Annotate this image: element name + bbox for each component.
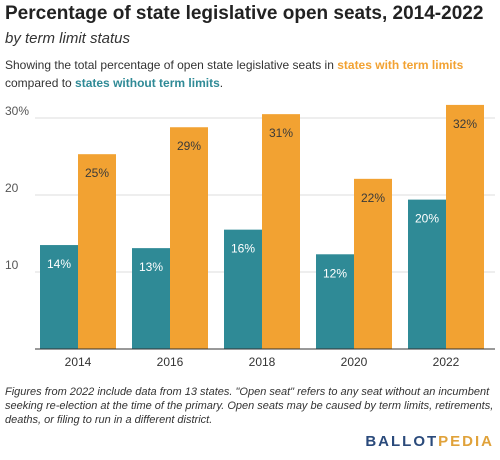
data-label: 13% xyxy=(139,260,163,274)
bar-without-term-limits xyxy=(132,248,170,349)
ballotpedia-logo: BALLOTPEDIA xyxy=(365,433,494,450)
data-label: 22% xyxy=(361,191,385,205)
x-tick-label: 2016 xyxy=(157,355,184,369)
data-label: 25% xyxy=(85,166,109,180)
legend-with-term-limits: states with term limits xyxy=(337,58,464,72)
bar-with-term-limits xyxy=(262,114,300,350)
bar-chart: 10 20 30% 14% 25% 2014 13% 29% 2016 16% 31% 2018 12%… xyxy=(5,104,495,369)
footnote: Figures from 2022 include data from 13 s… xyxy=(5,386,494,426)
data-label: 16% xyxy=(231,242,255,256)
data-label: 29% xyxy=(177,139,201,153)
data-label: 32% xyxy=(453,117,477,131)
bar-without-term-limits xyxy=(316,254,354,349)
bar-with-term-limits xyxy=(78,154,116,349)
chart-subtitle: by term limit status xyxy=(5,30,131,47)
logo-ballot: BALLOT xyxy=(365,433,439,450)
bar-without-term-limits xyxy=(40,245,78,349)
x-tick-label: 2022 xyxy=(433,355,460,369)
y-tick-label: 30% xyxy=(5,104,29,118)
desc-suffix: . xyxy=(219,76,224,90)
x-tick-label: 2014 xyxy=(65,355,92,369)
bar-with-term-limits xyxy=(446,104,484,349)
bar-without-term-limits xyxy=(408,199,446,349)
desc-middle: compared to xyxy=(5,76,76,90)
bar-with-term-limits xyxy=(170,127,208,349)
data-label: 20% xyxy=(415,212,439,226)
bar-with-term-limits xyxy=(354,178,392,349)
chart-title: Percentage of state legislative open sea… xyxy=(5,3,484,24)
data-label: 31% xyxy=(269,126,293,140)
data-label: 14% xyxy=(47,257,71,271)
x-tick-label: 2018 xyxy=(249,355,276,369)
y-tick-label: 20 xyxy=(5,181,19,195)
data-label: 12% xyxy=(323,266,347,280)
y-tick-label: 10 xyxy=(5,258,19,272)
desc-prefix: Showing the total percentage of open sta… xyxy=(5,58,338,72)
chart-description: Showing the total percentage of open sta… xyxy=(5,56,493,92)
bar-without-term-limits xyxy=(224,229,262,349)
x-tick-label: 2020 xyxy=(341,355,368,369)
logo-pedia: PEDIA xyxy=(438,433,494,450)
legend-without-term-limits: states without term limits xyxy=(75,76,220,90)
